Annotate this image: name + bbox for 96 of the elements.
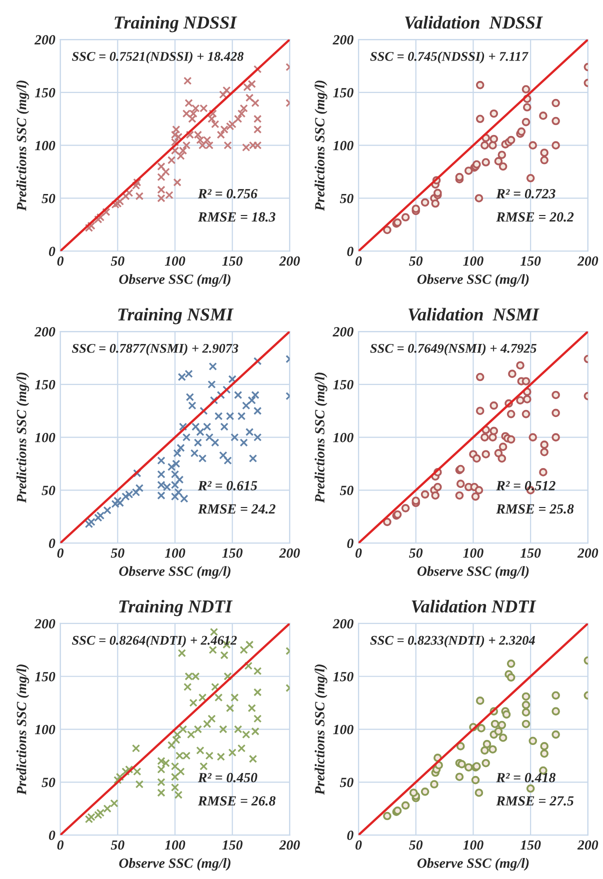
y-tick-label: 150: [34, 380, 56, 390]
y-tick-label: 100: [34, 432, 56, 442]
annotation: SSC = 0.745(NDSSI) + 7.117: [370, 52, 528, 64]
y-tick-label: 50: [42, 778, 56, 788]
x-tick-label: 150: [520, 256, 541, 266]
x-tick-label: 50: [110, 840, 124, 850]
annotation: RMSE = 27.5: [496, 796, 574, 806]
annotation: SSC = 0.8233(NDTI) + 2.3204: [370, 635, 535, 648]
y-axis-title: Predictions SSC (mg/l): [16, 664, 30, 795]
x-tick-label: 150: [520, 548, 541, 558]
y-tick-label: 100: [333, 140, 354, 150]
y-tick-label: 0: [347, 538, 354, 548]
x-tick-label: 50: [409, 256, 423, 266]
y-tick-label: 150: [333, 380, 354, 390]
y-tick-label: 50: [42, 486, 56, 496]
chart-title: Validation NSMI: [408, 308, 540, 321]
y-axis-title: Predictions SSC (mg/l): [314, 664, 328, 795]
annotation: R² = 0.418: [496, 772, 556, 782]
annotation: R² = 0.723: [496, 188, 556, 198]
y-tick-label: 0: [347, 246, 354, 256]
y-tick-label: 50: [340, 486, 354, 496]
annotation: SSC = 0.7649(NSMI) + 4.7925: [370, 344, 536, 356]
y-tick-label: 100: [333, 724, 354, 734]
x-tick-label: 150: [222, 548, 243, 558]
x-axis-title: Observe SSC (mg/l): [417, 274, 529, 287]
x-tick-label: 150: [222, 256, 243, 266]
x-tick-label: 100: [164, 840, 186, 850]
annotation: RMSE = 26.8: [198, 796, 276, 806]
x-tick-label: 50: [409, 840, 423, 850]
annotation: SSC = 0.8264(NDTI) + 2.4612: [72, 635, 237, 648]
x-tick-label: 0: [57, 548, 64, 558]
x-tick-label: 100: [463, 256, 484, 266]
annotation: SSC = 0.7877(NSMI) + 2.9073: [72, 344, 238, 356]
x-tick-label: 0: [356, 840, 362, 850]
y-tick-label: 0: [347, 830, 354, 840]
annotation: R² = 0.615: [198, 480, 258, 490]
chart-title: Training NDTI: [119, 600, 233, 616]
x-axis-title: Observe SSC (mg/l): [119, 274, 230, 287]
x-tick-label: 200: [279, 256, 300, 266]
x-tick-label: 50: [409, 548, 423, 558]
y-tick-label: 200: [332, 327, 354, 336]
x-axis-title: Observe SSC (mg/l): [119, 566, 230, 579]
x-axis-title: Observe SSC (mg/l): [119, 858, 230, 871]
y-tick-label: 100: [333, 432, 354, 442]
y-axis-title: Predictions SSC (mg/l): [16, 372, 30, 503]
annotation: RMSE = 18.3: [198, 212, 276, 222]
y-tick-label: 150: [333, 672, 354, 682]
x-axis-title: Observe SSC (mg/l): [417, 858, 529, 871]
annotation: RMSE = 25.8: [496, 504, 574, 514]
x-tick-label: 50: [110, 548, 124, 558]
y-tick-label: 200: [332, 35, 354, 45]
y-tick-label: 50: [340, 778, 354, 788]
x-tick-label: 50: [110, 256, 124, 266]
x-tick-label: 200: [577, 840, 598, 850]
x-tick-label: 150: [520, 840, 541, 850]
y-tick-label: 100: [34, 140, 56, 150]
annotation: RMSE = 20.2: [496, 212, 574, 222]
chart-title: Training NDSSI: [114, 16, 238, 32]
y-axis-title: Predictions SSC (mg/l): [16, 80, 30, 211]
x-tick-label: 200: [577, 548, 598, 558]
x-tick-label: 200: [279, 548, 300, 558]
y-tick-label: 0: [48, 246, 56, 256]
x-tick-label: 200: [577, 256, 598, 266]
annotation: R² = 0.512: [496, 480, 556, 490]
x-tick-label: 0: [356, 548, 362, 558]
y-tick-label: 150: [34, 672, 56, 682]
annotation: SSC = 0.7521(NDSSI) + 18.428: [72, 52, 244, 64]
x-tick-label: 0: [57, 256, 64, 266]
y-tick-label: 200: [34, 327, 56, 336]
x-tick-label: 0: [57, 840, 64, 850]
annotation: R² = 0.756: [198, 188, 258, 198]
y-tick-label: 200: [332, 619, 354, 628]
y-tick-label: 200: [34, 35, 56, 45]
y-axis-title: Predictions SSC (mg/l): [314, 80, 328, 211]
x-tick-label: 100: [463, 840, 484, 850]
x-tick-label: 150: [222, 840, 243, 850]
chart-title: Validation NDSSI: [405, 16, 543, 29]
x-tick-label: 100: [463, 548, 484, 558]
y-tick-label: 150: [34, 88, 56, 98]
y-tick-label: 200: [34, 619, 56, 628]
y-tick-label: 150: [333, 88, 354, 98]
y-tick-label: 0: [48, 538, 56, 548]
annotation: RMSE = 24.2: [198, 504, 276, 514]
x-tick-label: 0: [356, 256, 362, 266]
y-axis-title: Predictions SSC (mg/l): [314, 372, 328, 503]
y-tick-label: 0: [48, 830, 56, 840]
y-tick-label: 50: [42, 194, 56, 204]
annotation: R² = 0.450: [198, 772, 258, 782]
chart-title: Validation NDTI: [412, 600, 536, 613]
x-axis-title: Observe SSC (mg/l): [417, 566, 529, 579]
y-tick-label: 100: [34, 724, 56, 734]
y-tick-label: 50: [340, 194, 354, 204]
x-tick-label: 100: [164, 548, 186, 558]
x-tick-label: 100: [164, 256, 186, 266]
chart-title: Training NSMI: [118, 308, 234, 324]
x-tick-label: 200: [279, 840, 300, 850]
